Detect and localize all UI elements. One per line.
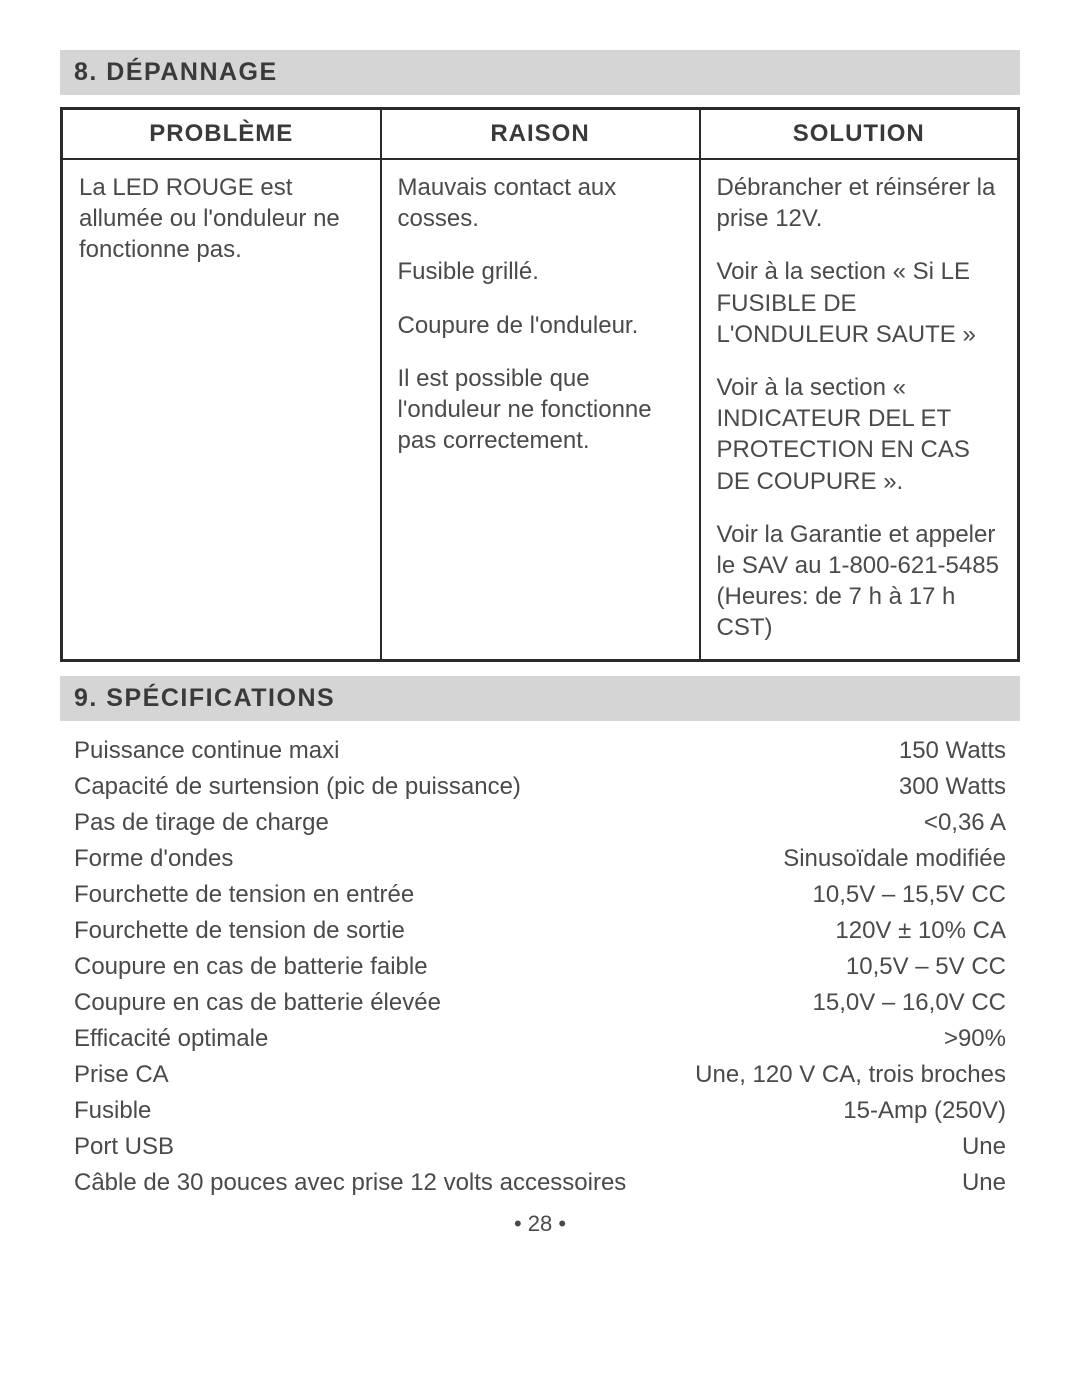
problem-cell: La LED ROUGE est allumée ou l'onduleur n… <box>62 159 381 661</box>
spec-row: Coupure en cas de batterie élevée 15,0V … <box>74 985 1006 1021</box>
spec-value: 10,5V – 5V CC <box>826 949 1006 985</box>
reason-4: Il est possible que l'onduleur ne foncti… <box>398 363 683 457</box>
col-header-problem: PROBLÈME <box>62 109 381 160</box>
solution-2: Voir à la section « Si LE FUSIBLE DE L'O… <box>717 256 1002 350</box>
spec-row: Fourchette de tension de sortie 120V ± 1… <box>74 913 1006 949</box>
spec-label: Coupure en cas de batterie faible <box>74 949 826 985</box>
reason-cell: Mauvais contact aux cosses. Fusible gril… <box>381 159 700 661</box>
spec-value: 120V ± 10% CA <box>815 913 1006 949</box>
spec-label: Fusible <box>74 1093 823 1129</box>
spec-label: Prise CA <box>74 1057 675 1093</box>
spec-value: <0,36 A <box>904 805 1006 841</box>
spec-row: Fourchette de tension en entrée 10,5V – … <box>74 877 1006 913</box>
spec-label: Pas de tirage de charge <box>74 805 904 841</box>
spec-row: Efficacité optimale >90% <box>74 1021 1006 1057</box>
spec-label: Efficacité optimale <box>74 1021 924 1057</box>
reason-3: Coupure de l'onduleur. <box>398 310 683 341</box>
spec-label: Coupure en cas de batterie élevée <box>74 985 793 1021</box>
spec-row: Capacité de surtension (pic de puissance… <box>74 769 1006 805</box>
spec-value: Sinusoïdale modifiée <box>763 841 1006 877</box>
spec-row: Fusible 15-Amp (250V) <box>74 1093 1006 1129</box>
spec-row: Prise CA Une, 120 V CA, trois broches <box>74 1057 1006 1093</box>
spec-row: Pas de tirage de charge <0,36 A <box>74 805 1006 841</box>
spec-label: Câble de 30 pouces avec prise 12 volts a… <box>74 1165 942 1201</box>
spec-row: Forme d'ondes Sinusoïdale modifiée <box>74 841 1006 877</box>
solution-cell: Débrancher et réinsérer la prise 12V. Vo… <box>700 159 1019 661</box>
spec-value: >90% <box>924 1021 1006 1057</box>
troubleshoot-table: PROBLÈME RAISON SOLUTION La LED ROUGE es… <box>60 107 1020 662</box>
spec-row: Câble de 30 pouces avec prise 12 volts a… <box>74 1165 1006 1201</box>
spec-value: 15-Amp (250V) <box>823 1093 1006 1129</box>
spec-row: Port USB Une <box>74 1129 1006 1165</box>
spec-value: Une <box>942 1129 1006 1165</box>
spec-label: Fourchette de tension de sortie <box>74 913 815 949</box>
spec-value: Une, 120 V CA, trois broches <box>675 1057 1006 1093</box>
col-header-solution: SOLUTION <box>700 109 1019 160</box>
spec-label: Forme d'ondes <box>74 841 763 877</box>
reason-1: Mauvais contact aux cosses. <box>398 172 683 234</box>
spec-value: Une <box>942 1165 1006 1201</box>
spec-row: Puissance continue maxi 150 Watts <box>74 733 1006 769</box>
spec-label: Fourchette de tension en entrée <box>74 877 793 913</box>
section-9-header: 9. SPÉCIFICATIONS <box>60 676 1020 721</box>
section-8-header: 8. DÉPANNAGE <box>60 50 1020 95</box>
spec-value: 15,0V – 16,0V CC <box>793 985 1006 1021</box>
solution-4: Voir la Garantie et appeler le SAV au 1-… <box>717 519 1002 644</box>
spec-label: Puissance continue maxi <box>74 733 879 769</box>
spec-label: Capacité de surtension (pic de puissance… <box>74 769 879 805</box>
spec-label: Port USB <box>74 1129 942 1165</box>
page-number: • 28 • <box>60 1211 1020 1237</box>
spec-value: 300 Watts <box>879 769 1006 805</box>
solution-3: Voir à la section « INDICATEUR DEL ET PR… <box>717 372 1002 497</box>
spec-value: 150 Watts <box>879 733 1006 769</box>
col-header-reason: RAISON <box>381 109 700 160</box>
specs-list: Puissance continue maxi 150 Watts Capaci… <box>60 733 1020 1201</box>
solution-1: Débrancher et réinsérer la prise 12V. <box>717 172 1002 234</box>
spec-value: 10,5V – 15,5V CC <box>793 877 1006 913</box>
reason-2: Fusible grillé. <box>398 256 683 287</box>
spec-row: Coupure en cas de batterie faible 10,5V … <box>74 949 1006 985</box>
